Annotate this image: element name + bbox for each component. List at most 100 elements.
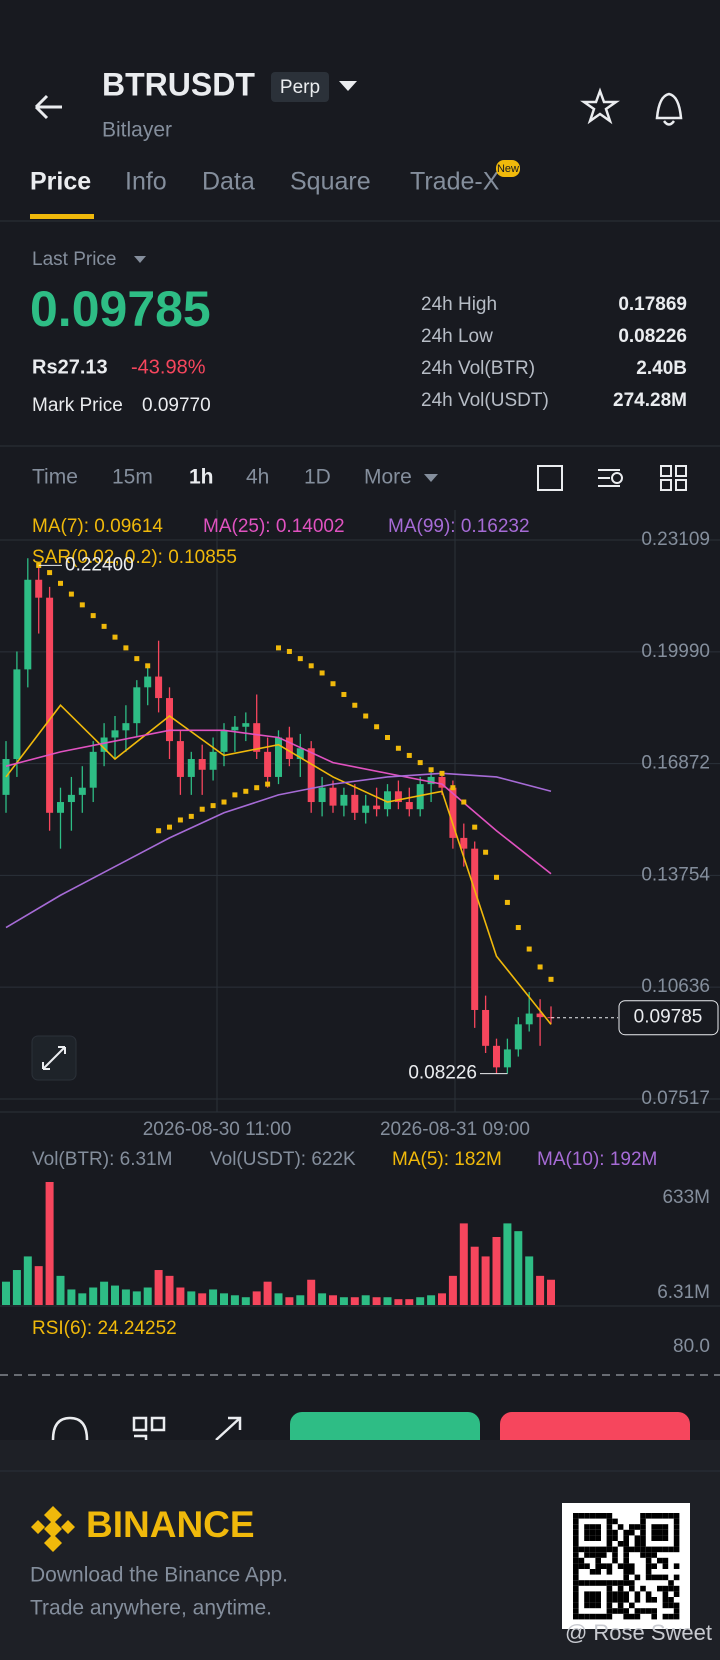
watermark: @ Rose Sweet [565, 1620, 712, 1645]
qr-cell [589, 1569, 596, 1575]
candle-body [373, 805, 381, 810]
sar-dot [90, 613, 96, 619]
candle-body [13, 669, 21, 760]
mark-price: 0.09770 [142, 395, 211, 416]
sar-dot [352, 702, 358, 708]
tab[interactable]: Info [125, 168, 167, 196]
qr-cell [589, 1591, 596, 1597]
layout-icon[interactable] [660, 465, 687, 491]
grid-icon[interactable] [132, 1416, 166, 1440]
qr-cell [623, 1597, 629, 1603]
qr-cell [634, 1541, 641, 1547]
qr-cell [634, 1597, 641, 1603]
tab[interactable]: Price [30, 168, 91, 196]
sar-dot [494, 874, 499, 880]
y-tick-label: 0.16872 [641, 753, 710, 774]
qr-cell [657, 1535, 663, 1541]
candle-body [514, 1024, 522, 1050]
qr-cell [606, 1602, 613, 1609]
qr-cell [673, 1602, 680, 1609]
qr-cell [595, 1613, 601, 1620]
volume-bar [405, 1299, 414, 1305]
qr-cell [612, 1529, 618, 1536]
qr-cell [623, 1557, 629, 1564]
chat-icon[interactable] [51, 1416, 89, 1441]
qr-cell [640, 1529, 646, 1536]
volume-bar [78, 1293, 87, 1305]
qr-cell [595, 1580, 601, 1586]
qr-cell [612, 1535, 618, 1541]
brand: BINANCE [86, 1504, 255, 1545]
qr-cell [589, 1552, 596, 1558]
dropdown-icon[interactable] [424, 474, 438, 482]
sar-dot [210, 803, 216, 809]
interval[interactable]: 4h [246, 466, 269, 489]
qr-cell [673, 1613, 680, 1620]
qr-cell [629, 1580, 635, 1586]
qr-cell [584, 1529, 590, 1536]
x-tick-label: 2026-08-30 11:00 [143, 1119, 292, 1140]
volume-bar [45, 1182, 54, 1305]
qr-cell [601, 1580, 607, 1586]
perp-badge: Perp [280, 77, 320, 98]
interval[interactable]: 15m [112, 466, 153, 489]
qr-cell [673, 1574, 680, 1581]
high-label: 0.22400 [65, 554, 134, 575]
alert-icon[interactable] [655, 92, 683, 126]
dropdown-icon[interactable] [339, 81, 357, 91]
qr-cell [662, 1602, 669, 1609]
sar-dot [395, 745, 401, 751]
qr-cell [657, 1529, 663, 1536]
qr-cell [606, 1546, 613, 1553]
qr-cell [645, 1552, 652, 1558]
tab[interactable]: Trade-X [410, 168, 500, 196]
tab[interactable]: Square [290, 168, 371, 196]
ma-legend: MA(25): 0.14002 [203, 516, 345, 537]
candle-body [133, 687, 141, 724]
expand-icon [42, 1046, 66, 1070]
volume-bar [100, 1281, 109, 1305]
qr-cell [640, 1541, 646, 1547]
qr-cell [657, 1557, 663, 1564]
sar-dot [134, 656, 140, 662]
qr-cell [584, 1563, 590, 1569]
candle-body [416, 784, 424, 810]
qr-cell [662, 1535, 669, 1541]
qr-cell [617, 1524, 624, 1530]
back-button[interactable] [34, 94, 62, 120]
tool-icon[interactable] [537, 465, 563, 491]
interval[interactable]: More [364, 466, 412, 489]
sar-dot [167, 824, 172, 830]
qr-cell [662, 1574, 669, 1581]
volume-bar [111, 1285, 119, 1305]
interval[interactable]: 1h [189, 466, 214, 489]
dropdown-icon[interactable] [134, 256, 146, 263]
interval[interactable]: 1D [304, 466, 331, 489]
interval[interactable]: Time [32, 466, 78, 489]
qr-cell [668, 1546, 674, 1553]
price-change: -43.98% [131, 356, 206, 378]
qr-cell [629, 1524, 635, 1530]
volume-bar [165, 1275, 174, 1305]
qr-cell [606, 1563, 613, 1569]
stat-value: 2.40B [636, 358, 687, 379]
qr-cell [651, 1574, 657, 1581]
favorite-icon[interactable] [580, 87, 620, 125]
qr-cell [584, 1535, 590, 1541]
volume-bar [525, 1256, 534, 1305]
stat-value: 0.08226 [618, 326, 687, 347]
trade-icon[interactable] [215, 1416, 242, 1441]
qr-cell [673, 1608, 680, 1614]
ma-line [5, 772, 552, 929]
qr-cell [640, 1513, 646, 1519]
qr-cell [623, 1569, 629, 1575]
qr-cell [634, 1608, 641, 1614]
sar-dot [504, 899, 510, 905]
indicator-icon[interactable] [598, 469, 620, 487]
qr-cell [623, 1613, 629, 1620]
new-badge: New [497, 163, 519, 175]
qr-cell [601, 1552, 607, 1558]
volume-bar [132, 1291, 141, 1305]
binance-logo [31, 1506, 75, 1552]
tab[interactable]: Data [202, 168, 255, 196]
